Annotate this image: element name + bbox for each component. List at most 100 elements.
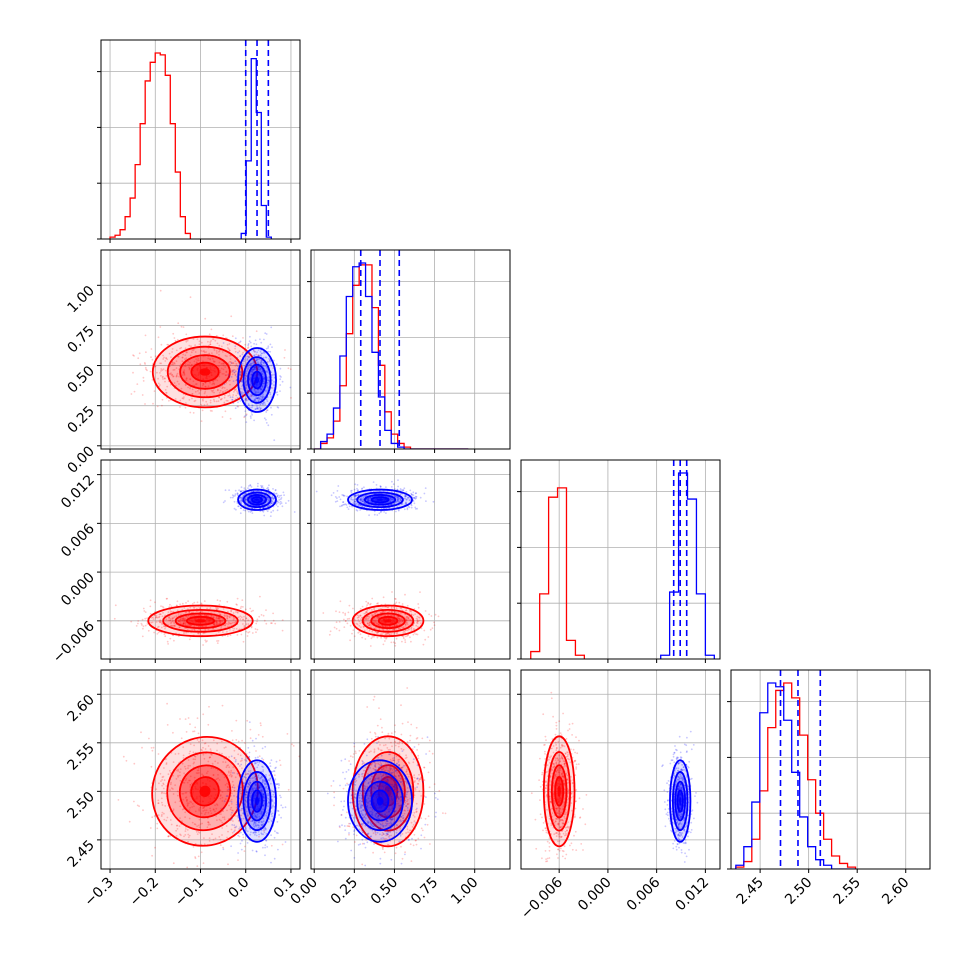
scatter-point — [287, 367, 290, 370]
scatter-point — [249, 415, 252, 418]
scatter-point — [339, 505, 341, 508]
scatter-point — [253, 398, 256, 401]
scatter-point — [255, 391, 258, 393]
scatter-point — [260, 402, 263, 405]
scatter-point — [194, 344, 197, 346]
scatter-point — [344, 612, 347, 615]
scatter-point — [219, 619, 222, 622]
scatter-point — [397, 509, 400, 512]
scatter-point — [315, 490, 318, 493]
scatter-point — [409, 489, 412, 492]
scatter-point — [240, 500, 243, 502]
scatter-point — [396, 488, 399, 491]
scatter-point — [200, 341, 203, 344]
scatter-point — [151, 816, 154, 819]
scatter-point — [242, 618, 245, 621]
scatter-point — [161, 784, 164, 787]
scatter-point — [377, 602, 379, 604]
scatter-point — [404, 635, 407, 638]
scatter-point — [122, 755, 125, 758]
scatter-point — [237, 405, 240, 408]
scatter-point — [283, 494, 285, 496]
scatter-point — [267, 383, 269, 385]
scatter-point — [409, 619, 412, 622]
scatter-point — [185, 402, 187, 404]
scatter-point — [247, 403, 250, 405]
scatter-point — [177, 774, 180, 777]
scatter-point — [172, 375, 175, 378]
scatter-point — [254, 366, 257, 369]
scatter-point — [281, 380, 284, 383]
scatter-point — [223, 396, 226, 399]
scatter-point — [194, 823, 197, 826]
scatter-point — [141, 635, 144, 638]
scatter-point — [342, 611, 344, 614]
scatter-point — [267, 350, 270, 353]
scatter-point — [390, 632, 393, 635]
scatter-point — [125, 759, 128, 762]
scatter-point — [180, 737, 183, 740]
scatter-point — [167, 835, 170, 838]
scatter-point — [245, 630, 248, 633]
scatter-point — [251, 849, 254, 852]
scatter-point — [238, 828, 241, 830]
scatter-point — [179, 363, 182, 366]
scatter-point — [269, 359, 271, 362]
scatter-point — [181, 619, 184, 622]
scatter-point — [231, 730, 233, 732]
scatter-point — [188, 364, 191, 366]
scatter-point — [401, 620, 404, 623]
scatter-point — [177, 355, 180, 358]
scatter-point — [253, 367, 256, 369]
contour-line — [242, 356, 272, 404]
scatter-point — [211, 357, 214, 360]
scatter-point — [406, 507, 409, 510]
scatter-point — [257, 354, 260, 357]
scatter-point — [376, 631, 378, 634]
scatter-point — [397, 617, 400, 620]
scatter-point — [252, 368, 255, 371]
scatter-point — [417, 616, 420, 619]
scatter-point — [354, 498, 357, 501]
scatter-point — [270, 861, 272, 864]
scatter-point — [212, 623, 215, 626]
scatter-point — [353, 501, 356, 503]
scatter-point — [166, 597, 169, 600]
scatter-point — [265, 356, 268, 359]
scatter-point — [197, 359, 200, 362]
scatter-point — [413, 497, 415, 500]
scatter-point — [413, 502, 416, 505]
scatter-point — [248, 379, 251, 381]
scatter-point — [342, 501, 345, 503]
scatter-point — [378, 512, 381, 515]
scatter-point — [184, 619, 186, 622]
scatter-point — [259, 408, 262, 411]
scatter-point — [176, 600, 179, 603]
scatter-point — [258, 755, 261, 757]
scatter-point — [171, 351, 174, 353]
scatter-point — [173, 616, 176, 618]
scatter-point — [241, 496, 244, 499]
scatter-point — [398, 601, 401, 604]
scatter-point — [231, 739, 234, 742]
scatter-point — [247, 510, 250, 513]
scatter-point — [150, 356, 152, 359]
scatter-point — [242, 606, 244, 608]
scatter-point — [219, 389, 222, 392]
scatter-point — [253, 354, 256, 357]
scatter-point — [150, 765, 153, 768]
scatter-point — [265, 411, 268, 413]
scatter-point — [266, 381, 269, 384]
histogram-red — [530, 487, 586, 659]
scatter-point — [256, 358, 259, 361]
scatter-point — [229, 361, 232, 363]
scatter-point — [409, 610, 411, 612]
scatter-point — [250, 363, 253, 366]
scatter-point — [242, 494, 245, 497]
scatter-point — [269, 350, 272, 353]
scatter-point — [416, 619, 419, 622]
scatter-point — [355, 494, 357, 497]
scatter-point — [193, 400, 196, 403]
scatter-point — [257, 399, 260, 401]
scatter-point — [207, 821, 209, 824]
